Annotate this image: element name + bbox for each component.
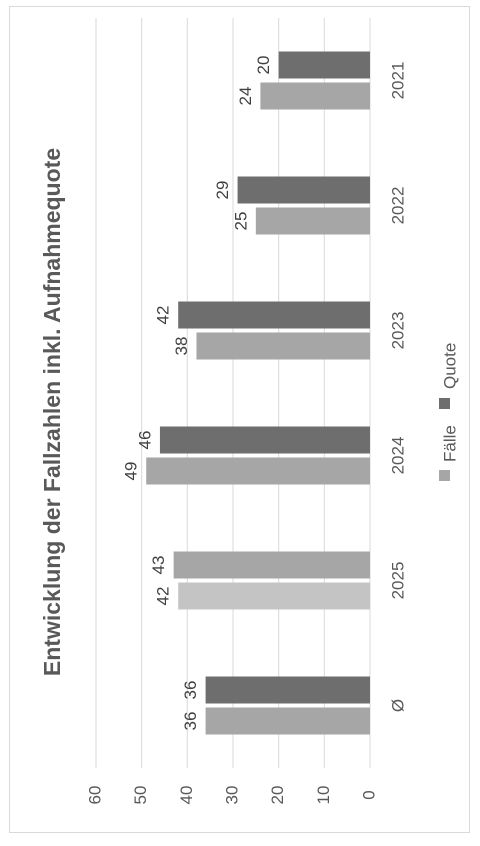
- value-tick-label: 50: [131, 786, 150, 805]
- chart-title: Entwicklung der Fallzahlen inkl. Aufnahm…: [39, 148, 65, 676]
- bar-faelle-2021: [260, 82, 370, 110]
- value-label-faelle-Ø: 36: [181, 712, 200, 731]
- value-label-quote-2021: 20: [254, 56, 273, 75]
- value-label-faelle-2021: 24: [236, 87, 255, 106]
- value-tick-label: 10: [314, 786, 333, 805]
- bar-quote-2023: [178, 301, 370, 329]
- value-tick-label: 40: [177, 786, 196, 805]
- bar-faelle-Ø: [205, 707, 370, 735]
- value-tick-label: 0: [359, 790, 378, 799]
- bar-quote-Ø: [205, 676, 370, 704]
- category-label: 2025: [388, 562, 407, 600]
- value-label-quote-2022: 29: [213, 181, 232, 200]
- bars: [146, 51, 370, 735]
- category-axis: 2021 2022 2023 2024 2025 Ø: [388, 62, 407, 713]
- category-label: Ø: [388, 699, 407, 712]
- legend-swatch-faelle: [439, 470, 450, 481]
- bar-faelle-2022: [255, 207, 370, 235]
- legend-label-faelle: Fälle: [440, 425, 459, 462]
- value-label-faelle-2022: 25: [231, 212, 250, 231]
- category-label: 2023: [388, 312, 407, 350]
- value-label-quote-2024: 46: [135, 431, 154, 450]
- value-label-quote-Ø: 36: [181, 681, 200, 700]
- bar-quote-2025: [173, 551, 370, 579]
- bar-faelle-2023: [196, 332, 370, 360]
- value-label-quote-2023: 42: [154, 306, 173, 325]
- bar-quote-2024: [159, 426, 370, 454]
- legend: Fälle Quote: [439, 343, 459, 481]
- category-label: 2022: [388, 187, 407, 225]
- value-tick-label: 30: [222, 786, 241, 805]
- value-tick-label: 20: [268, 786, 287, 805]
- category-label: 2021: [388, 62, 407, 100]
- value-label-quote-2025: 43: [149, 556, 168, 575]
- value-label-faelle-2024: 49: [122, 462, 141, 481]
- value-label-faelle-2023: 38: [172, 337, 191, 356]
- value-tick-label: 60: [85, 786, 104, 805]
- category-label: 2024: [388, 437, 407, 475]
- bar-faelle-2025: [178, 582, 370, 610]
- legend-swatch-quote: [439, 398, 450, 409]
- gridlines: [95, 18, 371, 768]
- bar-quote-2022: [237, 176, 370, 204]
- bar-faelle-2024: [146, 457, 370, 485]
- value-labels: 24 20 25 29 38 42 49 46 42 43 36 36: [122, 56, 273, 731]
- legend-label-quote: Quote: [440, 343, 459, 389]
- value-axis: 0 10 20 30 40 50 60: [85, 786, 378, 805]
- value-label-faelle-2025: 42: [154, 587, 173, 606]
- bar-quote-2021: [278, 51, 370, 79]
